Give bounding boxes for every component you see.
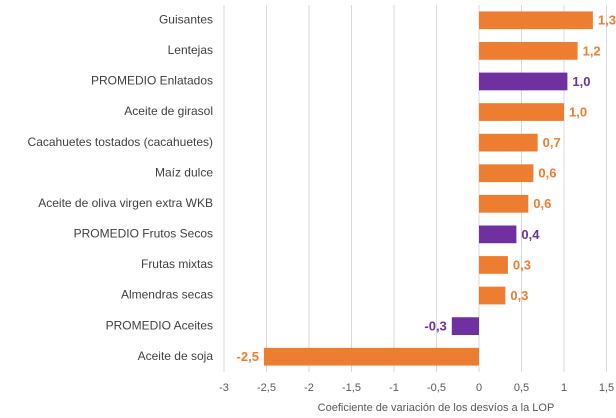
bar — [479, 42, 578, 60]
bar — [479, 256, 508, 274]
bar — [479, 164, 534, 183]
bar — [479, 133, 538, 152]
x-tick-label: 1 — [561, 382, 567, 394]
category-label: Cacahuetes tostados (cacahuetes) — [28, 135, 213, 149]
category-label: Aceite de oliva virgen extra WKB — [38, 196, 213, 210]
category-label: Aceite de girasol — [124, 104, 213, 118]
category-label: PROMEDIO Aceites — [106, 318, 213, 332]
data-label: 1,0 — [569, 104, 587, 119]
data-label: 0,7 — [543, 135, 561, 150]
data-label: 0,3 — [513, 257, 531, 272]
data-label: 1,2 — [583, 43, 601, 58]
category-label: Guisantes — [159, 12, 213, 26]
category-label: Maíz dulce — [155, 165, 213, 179]
bar — [263, 347, 479, 366]
x-tick-label: 0 — [476, 382, 482, 394]
bar — [479, 72, 568, 91]
data-label: 0,3 — [510, 288, 528, 303]
data-label: 1,0 — [572, 74, 590, 89]
category-label: PROMEDIO Enlatados — [91, 74, 213, 88]
data-label: 0,6 — [533, 196, 551, 211]
x-tick-label: -1 — [389, 382, 399, 394]
data-label: 0,4 — [521, 227, 540, 242]
category-label: PROMEDIO Frutos Secos — [74, 227, 213, 241]
data-label: 0,6 — [538, 166, 556, 181]
data-label: -0,3 — [424, 319, 446, 334]
category-label: Aceite de soja — [138, 349, 214, 363]
bar — [479, 11, 593, 30]
x-tick-label: -2 — [304, 382, 314, 394]
x-axis-title: Coeficiente de variación de los desvíos … — [318, 402, 555, 414]
bar — [479, 103, 564, 121]
data-label: -2,5 — [237, 349, 259, 364]
category-label: Frutas mixtas — [141, 257, 213, 271]
x-tick-label: -2,5 — [257, 382, 276, 394]
x-tick-label: -1,5 — [342, 382, 361, 394]
x-tick-label: -3 — [219, 382, 229, 394]
bar — [451, 317, 479, 335]
x-tick-label: 1,5 — [599, 382, 614, 394]
category-label: Almendras secas — [121, 288, 213, 302]
category-label: Lentejas — [168, 43, 213, 57]
bar — [479, 225, 517, 244]
x-tick-label: 0,5 — [514, 382, 529, 394]
bar — [479, 286, 506, 305]
data-label: 1,3 — [598, 13, 616, 28]
bar — [479, 194, 529, 213]
x-tick-label: -0,5 — [427, 382, 446, 394]
